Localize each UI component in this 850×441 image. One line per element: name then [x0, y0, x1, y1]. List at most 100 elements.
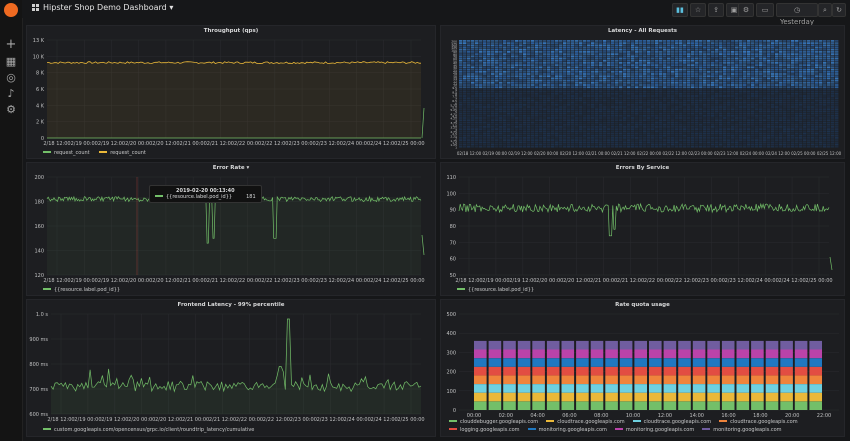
- heatmap-cell: [507, 42, 511, 44]
- heatmap-cell: [667, 97, 671, 100]
- heatmap-cell: [551, 62, 555, 64]
- heatmap-cell: [627, 139, 631, 141]
- heatmap-cell: [723, 114, 727, 117]
- heatmap-cell: [643, 59, 647, 62]
- zoom-out-icon[interactable]: ⌕: [818, 3, 832, 17]
- panel-title[interactable]: Throughput (qps): [203, 28, 259, 34]
- heatmap-cell: [543, 137, 547, 139]
- heatmap-cell: [707, 126, 711, 128]
- heatmap-cell: [635, 51, 639, 53]
- heatmap-cell: [559, 42, 563, 44]
- heatmap-cell: [535, 44, 539, 47]
- legend-item[interactable]: {{resource.label.pod_id}}: [457, 287, 534, 293]
- heatmap-cell: [679, 57, 683, 60]
- heatmap-cell: [715, 64, 719, 66]
- heatmap-cell: [567, 121, 571, 124]
- heatmap-cell: [695, 70, 699, 73]
- add-panel-icon[interactable]: ▮▮: [672, 3, 688, 17]
- heatmap-cell: [771, 46, 775, 49]
- heatmap-cell: [595, 106, 599, 108]
- heatmap-cell: [763, 90, 767, 93]
- heatmap-cell: [607, 130, 611, 133]
- settings-icon[interactable]: ⚙: [738, 3, 754, 17]
- heatmap-cell: [651, 75, 655, 78]
- heatmap-cell: [667, 117, 671, 119]
- heatmap-cell: [543, 77, 547, 80]
- heatmap-cell: [559, 53, 563, 55]
- heatmap-cell: [523, 134, 527, 137]
- heatmap-cell: [767, 64, 771, 66]
- heatmap-cell: [747, 95, 751, 97]
- heatmap-cell: [639, 92, 643, 95]
- heatmap-cell: [463, 42, 467, 44]
- heatmap-cell: [627, 134, 631, 137]
- heatmap-cell: [563, 119, 567, 122]
- heatmap-cell: [551, 57, 555, 60]
- settings-gear-icon[interactable]: ⚙: [6, 103, 16, 116]
- heatmap-cell: [747, 81, 751, 84]
- heatmap-cell: [479, 141, 483, 144]
- panel-title[interactable]: Rate quota usage: [615, 302, 670, 308]
- heatmap-cell: [759, 44, 763, 47]
- heatmap-cell: [471, 110, 475, 113]
- heatmap-cell: [511, 55, 515, 58]
- heatmap-cell: [815, 97, 819, 100]
- heatmap-cell: [739, 130, 743, 133]
- x-tick-label: 2/23 00:00: [288, 278, 315, 284]
- heatmap-cell: [603, 62, 607, 64]
- heatmap-cell: [779, 110, 783, 113]
- grafana-logo-icon[interactable]: [4, 3, 18, 17]
- star-icon[interactable]: ☆: [690, 3, 706, 17]
- panel-title[interactable]: Errors By Service: [615, 165, 670, 171]
- heatmap-cell: [775, 62, 779, 64]
- dashboards-icon[interactable]: ▦: [5, 55, 17, 68]
- heatmap-cell: [739, 79, 743, 82]
- tv-mode-icon[interactable]: ▭: [756, 3, 774, 17]
- heatmap-cell: [671, 132, 675, 135]
- heatmap-cell: [819, 97, 823, 100]
- heatmap-cell: [639, 59, 643, 62]
- heatmap-cell: [547, 134, 551, 137]
- heatmap-cell: [759, 126, 763, 128]
- heatmap-cell: [767, 59, 771, 62]
- dashboard-navbar: Hipster Shop Demo Dashboard ▾ ▮▮ ☆ ⇪ ▣ ⚙…: [22, 0, 850, 26]
- plus-icon[interactable]: +: [5, 37, 17, 52]
- heatmap-cell: [615, 137, 619, 139]
- heatmap-cell: [663, 126, 667, 128]
- dashboard-title[interactable]: Hipster Shop Demo Dashboard ▾: [32, 3, 173, 12]
- time-picker-button[interactable]: ◷ Yesterday: [776, 3, 818, 26]
- heatmap-cell: [639, 137, 643, 139]
- heatmap-cell: [563, 42, 567, 44]
- heatmap-cell: [471, 117, 475, 119]
- heatmap-cell: [715, 141, 719, 144]
- refresh-icon[interactable]: ↻: [832, 3, 846, 17]
- heatmap-cell: [543, 81, 547, 84]
- legend-item[interactable]: {{resource.label.pod_id}}: [43, 287, 120, 293]
- x-tick-label: 2/22 00:00: [644, 278, 671, 284]
- heatmap-cell: [487, 86, 491, 89]
- heatmap-cell: [739, 117, 743, 119]
- heatmap-cell: [831, 51, 835, 53]
- heatmap-cell: [735, 68, 739, 71]
- legend-item[interactable]: request_count: [43, 150, 90, 156]
- legend-item[interactable]: request_count: [99, 150, 146, 156]
- y-tick-label: 12: [453, 79, 457, 83]
- heatmap-cell: [499, 68, 503, 71]
- panel-title[interactable]: Frontend Latency - 99% percentile: [177, 302, 285, 308]
- heatmap-cell: [463, 51, 467, 53]
- x-tick-label: 02/23 00:00: [688, 151, 713, 156]
- heatmap-cell: [791, 130, 795, 133]
- panel-title[interactable]: Error Rate ▾: [27, 165, 435, 171]
- panel-title[interactable]: Latency - All Requests: [607, 28, 678, 34]
- alerting-bell-icon[interactable]: ♪: [7, 87, 15, 100]
- legend-item[interactable]: custom.googleapis.com/opencensus/grpc.io…: [43, 427, 254, 433]
- heatmap-cell: [531, 117, 535, 119]
- heatmap-cell: [815, 75, 819, 78]
- heatmap-cell: [639, 66, 643, 69]
- heatmap-cell: [495, 117, 499, 119]
- explore-icon[interactable]: ◎: [6, 71, 16, 84]
- heatmap-cell: [659, 123, 663, 126]
- share-icon[interactable]: ⇪: [708, 3, 724, 17]
- heatmap-cell: [807, 101, 811, 104]
- heatmap-cell: [727, 143, 731, 146]
